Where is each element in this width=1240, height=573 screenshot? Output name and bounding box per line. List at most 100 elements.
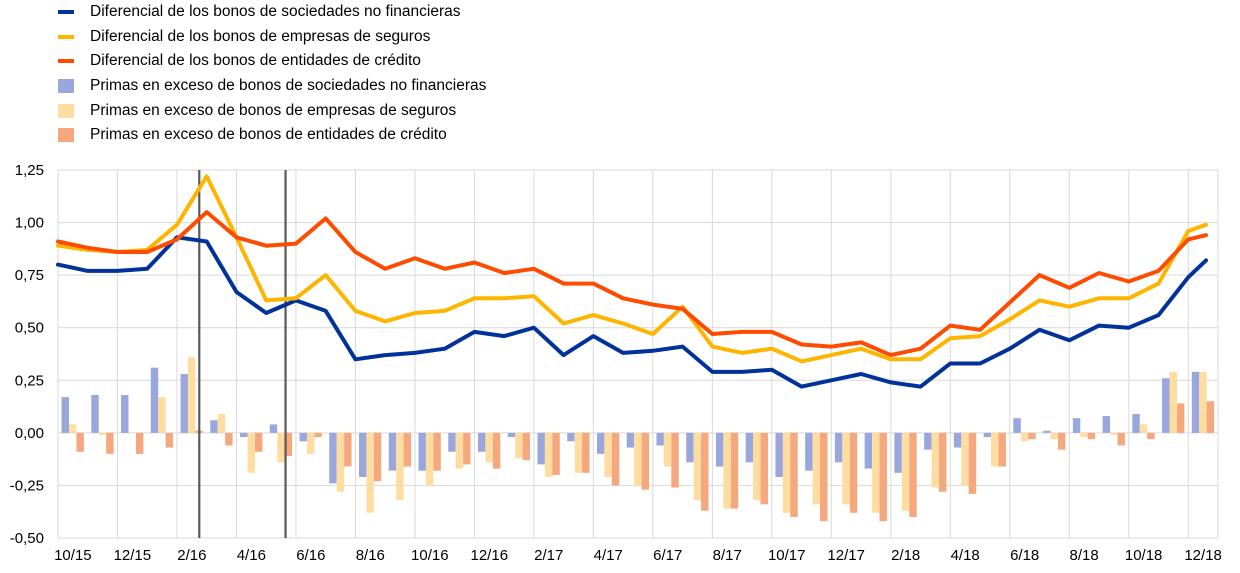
y-tick-label: 0,25 — [15, 372, 44, 389]
x-tick-label: 4/17 — [594, 547, 623, 564]
bar-bank-premium — [165, 432, 174, 448]
bar-nfc-premium — [299, 432, 307, 442]
nfc-spread-line — [56, 235, 1208, 389]
bar-insurer-premium — [901, 432, 910, 511]
bar-insurer-premium — [485, 432, 493, 463]
bar-nfc-premium — [567, 432, 575, 442]
x-tick-label: 10/16 — [411, 547, 449, 564]
bar-bank-premium — [849, 432, 858, 513]
x-tick-label: 6/16 — [296, 547, 325, 564]
x-tick-label: 4/18 — [951, 547, 980, 564]
legend-label-bank-spread: Diferencial de los bonos de entidades de… — [90, 52, 421, 70]
x-tick-label: 12/15 — [114, 547, 152, 564]
legend-swatch-nfc-spread — [58, 10, 74, 15]
axis-layer: 1,25 1,00 0,75 0,50 0,25 0,00 -0,25 -0,50 10/15 1… — [10, 162, 1222, 564]
bar-bank-premium — [284, 432, 293, 456]
y-tick-label: 0,50 — [15, 320, 44, 337]
bar-insurer-premium — [1050, 432, 1058, 440]
line-layer — [56, 174, 1208, 389]
bar-nfc-premium — [834, 432, 843, 463]
bar-insurer-premium — [574, 432, 583, 473]
bar-nfc-premium — [269, 424, 278, 433]
x-tick-label: 12/16 — [471, 547, 509, 564]
bar-nfc-premium — [775, 432, 783, 478]
bar-insurer-premium — [991, 432, 999, 467]
bank-spread-line — [56, 210, 1208, 358]
bar-bank-premium — [1087, 432, 1096, 440]
bar-nfc-premium — [121, 395, 129, 433]
bar-bank-premium — [641, 432, 650, 490]
bar-insurer-premium — [544, 432, 553, 478]
bar-nfc-premium — [1162, 378, 1170, 433]
bar-bank-premium — [701, 432, 709, 511]
x-tick-label: 6/17 — [653, 547, 682, 564]
bar-bank-premium — [582, 432, 590, 473]
bar-nfc-premium — [1132, 413, 1140, 433]
bar-nfc-premium — [1013, 418, 1021, 433]
bar-bank-premium — [909, 432, 917, 517]
bar-bank-premium — [879, 432, 887, 522]
x-tick-label: 4/16 — [237, 547, 266, 564]
bar-nfc-premium — [240, 432, 248, 438]
bar-nfc-premium — [477, 432, 486, 452]
bar-bank-premium — [225, 432, 233, 446]
bar-insurer-premium — [753, 432, 761, 501]
bar-nfc-premium — [924, 432, 932, 450]
legend-swatch-bank-premium — [58, 128, 74, 143]
insurer-spread-line — [56, 174, 1208, 364]
bar-insurer-premium — [1080, 432, 1088, 438]
legend-item-insurer-spread: Diferencial de los bonos de empresas de … — [58, 25, 486, 50]
legend-label-bank-premium: Primas en exceso de bonos de entidades d… — [90, 126, 447, 144]
bar-nfc-premium — [1102, 416, 1111, 433]
legend-item-bank-spread: Diferencial de los bonos de entidades de… — [58, 49, 486, 74]
bar-bank-premium — [373, 432, 382, 482]
bar-insurer-premium — [782, 432, 791, 513]
y-tick-label: -0,50 — [10, 530, 44, 547]
bar-bank-premium — [820, 432, 828, 522]
x-tick-label: 8/17 — [713, 547, 742, 564]
bar-bank-premium — [463, 432, 471, 465]
bar-nfc-premium — [626, 432, 635, 448]
bar-insurer-premium — [69, 424, 77, 433]
bar-bank-premium — [1028, 432, 1036, 440]
chart-legend: Diferencial de los bonos de sociedades n… — [58, 0, 486, 148]
bar-bank-premium — [433, 432, 441, 471]
y-tick-label: 0,00 — [15, 425, 44, 442]
y-tick-label: 1,25 — [15, 162, 44, 179]
bar-bank-premium — [1147, 432, 1155, 440]
bar-nfc-premium — [864, 432, 873, 469]
x-tick-label: 12/17 — [827, 547, 865, 564]
bar-nfc-premium — [715, 432, 724, 467]
x-tick-label: 2/17 — [534, 547, 563, 564]
bar-bank-premium — [135, 432, 144, 454]
bar-bank-premium — [403, 432, 412, 467]
bar-insurer-premium — [366, 432, 374, 513]
bar-insurer-premium — [396, 432, 404, 501]
x-tick-label: 8/16 — [356, 547, 385, 564]
bar-bank-premium — [314, 432, 322, 438]
legend-swatch-insurer-premium — [58, 103, 74, 118]
bar-insurer-premium — [842, 432, 850, 505]
bar-insurer-premium — [723, 432, 731, 509]
bar-bank-premium — [998, 432, 1006, 467]
bar-insurer-premium — [217, 413, 226, 433]
bar-nfc-premium — [418, 432, 426, 471]
bar-insurer-premium — [1110, 432, 1118, 435]
bar-bank-premium — [968, 432, 977, 494]
bar-bank-premium — [522, 432, 531, 461]
x-tick-label: 10/18 — [1125, 547, 1163, 564]
bar-bank-premium — [76, 432, 84, 452]
bar-insurer-premium — [515, 432, 523, 459]
bar-bank-premium — [492, 432, 501, 469]
bar-layer — [61, 357, 1215, 522]
bar-insurer-premium — [128, 432, 136, 434]
bar-nfc-premium — [983, 432, 992, 438]
bar-insurer-premium — [306, 432, 315, 454]
event-marker-layer — [198, 170, 287, 538]
bar-nfc-premium — [91, 395, 99, 433]
bar-nfc-premium — [686, 432, 694, 463]
bar-insurer-premium — [693, 432, 702, 501]
bar-nfc-premium — [359, 432, 367, 478]
x-tick-label: 8/18 — [1070, 547, 1099, 564]
